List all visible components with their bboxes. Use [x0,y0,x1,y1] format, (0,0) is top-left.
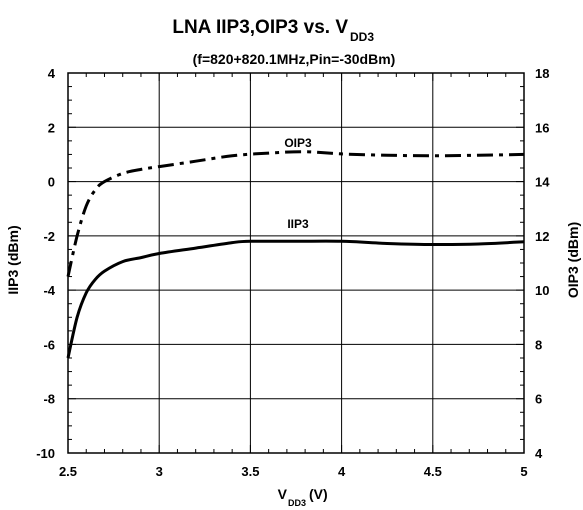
x-tick-label: 4 [338,464,346,479]
plot-frame [67,72,525,454]
series-label-iip3: IIP3 [287,217,309,231]
grid [68,73,524,453]
y-left-tick-label: -10 [36,446,55,461]
y-right-tick-label: 10 [535,283,549,298]
y-right-tick-label: 4 [535,446,543,461]
series-lines [66,150,525,359]
y-left-tick-label: 2 [48,120,55,135]
y-left-tick-label: -2 [43,229,55,244]
x-tick-label: 5 [520,464,527,479]
y-right-tick-label: 18 [535,66,549,81]
chart-subtitle: (f=820+820.1MHz,Pin=-30dBm) [193,51,396,67]
y-right-tick-label: 8 [535,337,542,352]
series-label-oip3: OIP3 [284,136,312,150]
y-left-tick-label: 0 [48,175,55,190]
chart-title-subscript: DD3 [350,30,374,44]
x-tick-label: 2.5 [59,464,77,479]
minor-ticks [67,72,525,454]
y-axis-left-title: IIP3 (dBm) [5,225,21,294]
y-axis-right-title: OIP3 (dBm) [565,222,581,298]
chart-title: LNA IIP3,OIP3 vs. V DD3 [172,17,374,44]
x-axis-title-main: V [278,486,288,502]
y-left-tick-label: -6 [43,337,55,352]
y-right-tick-label: 16 [535,120,549,135]
x-axis-title-unit: (V) [309,486,328,502]
y-left-tick-label: 4 [48,66,56,81]
x-tick-label: 3 [156,464,163,479]
y-right-tick-label: 12 [535,229,549,244]
x-axis-title: V DD3 (V) [278,486,328,508]
series-line-oip3 [66,150,525,277]
y-right-tick-label: 14 [535,175,550,190]
x-axis-title-subscript: DD3 [288,498,306,508]
chart-title-main: LNA IIP3,OIP3 vs. V [172,17,348,38]
series-line-iip3 [66,239,525,359]
y-right-tick-label: 6 [535,392,542,407]
x-tick-label: 4.5 [424,464,442,479]
x-tick-label: 3.5 [241,464,259,479]
y-left-tick-label: -4 [43,283,55,298]
y-left-tick-label: -8 [43,392,55,407]
